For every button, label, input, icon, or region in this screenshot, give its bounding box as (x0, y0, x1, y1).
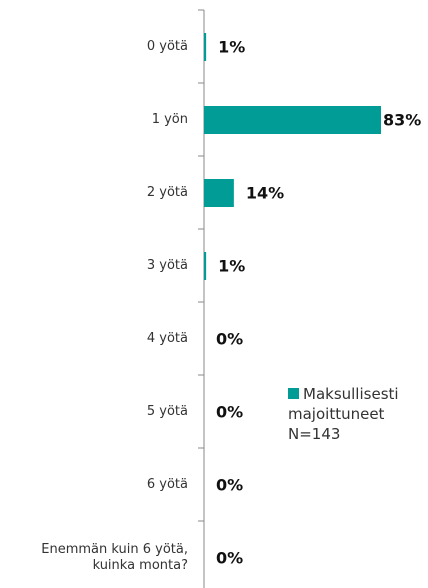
value-label: 1% (218, 257, 245, 276)
value-label: 14% (246, 184, 284, 203)
value-label: 0% (216, 476, 243, 495)
value-label: 0% (216, 549, 243, 568)
category-label: Enemmän kuin 6 yötä, kuinka monta? (41, 542, 188, 573)
category-label: 3 yötä (146, 258, 188, 273)
legend-label: Maksullisesti majoittuneet N=143 (288, 385, 399, 443)
bar (204, 179, 234, 207)
bar (204, 252, 207, 280)
bar (204, 33, 207, 61)
value-label: 0% (216, 403, 243, 422)
category-label: 4 yötä (146, 331, 188, 346)
category-label: 0 yötä (146, 39, 188, 54)
value-label: 0% (216, 330, 243, 349)
category-label: 1 yön (151, 112, 188, 127)
category-label: 5 yötä (146, 404, 188, 419)
bar (204, 106, 381, 134)
category-label: 2 yötä (146, 185, 188, 200)
legend: Maksullisesti majoittuneet N=143 (288, 384, 410, 444)
value-label: 83% (383, 111, 421, 130)
value-label: 1% (218, 38, 245, 57)
category-label: 6 yötä (146, 477, 188, 492)
legend-swatch (288, 388, 299, 399)
